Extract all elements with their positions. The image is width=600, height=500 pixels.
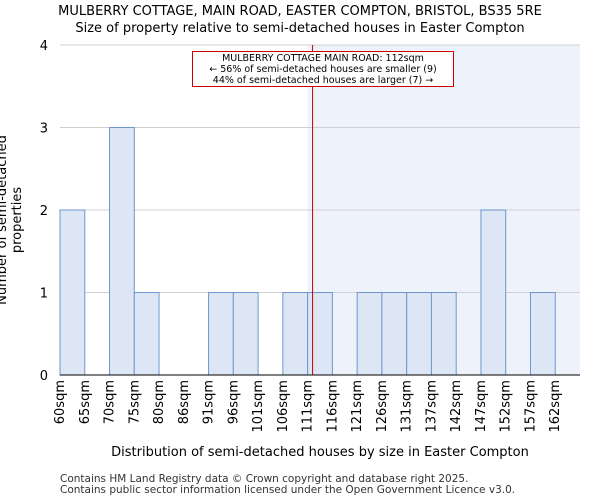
chart-title: MULBERRY COTTAGE, MAIN ROAD, EASTER COMP… [58,4,542,19]
y-tick-label: 2 [40,204,48,219]
x-tick-label: 75sqm [127,380,142,424]
bar-60sqm [59,209,86,376]
bar-121sqm [356,292,383,376]
bar-91sqm [208,292,234,376]
bar-131sqm [406,292,432,376]
footer-line-2: Contains public sector information licen… [60,484,516,496]
y-axis-label: Number of semi-detached properties [0,135,25,305]
bar-75sqm [133,292,160,376]
bar-70sqm [109,127,135,376]
x-tick-label: 137sqm [424,380,439,433]
x-tick-label: 121sqm [350,380,365,433]
bar-96sqm [232,292,259,376]
x-tick-label: 142sqm [449,380,464,433]
bar-106sqm [282,292,309,376]
x-tick-label: 91sqm [202,380,217,424]
annotation-box: MULBERRY COTTAGE MAIN ROAD: 112sqm ← 56%… [192,51,454,87]
bar-157sqm [529,292,556,376]
x-tick-label: 147sqm [474,380,489,433]
bars-group [59,127,556,376]
x-tick-label: 96sqm [226,380,241,424]
annotation-line-3: 44% of semi-detached houses are larger (… [212,75,434,86]
x-axis-ticks: 60sqm 65sqm 70sqm 75sqm 80sqm 86sqm 91sqm 96sqm… [53,380,563,433]
y-tick-label: 1 [40,287,48,302]
annotation-line-1: MULBERRY COTTAGE MAIN ROAD: 112sqm [222,53,424,64]
x-tick-label: 80sqm [152,380,167,424]
x-tick-label: 106sqm [276,380,291,433]
x-axis-label: Distribution of semi-detached houses by … [111,445,529,460]
x-tick-label: 152sqm [499,380,514,433]
x-tick-label: 111sqm [301,380,316,433]
x-tick-label: 162sqm [548,380,563,433]
y-axis-ticks: 0 1 2 3 4 [40,39,48,384]
bar-147sqm [480,209,507,376]
bar-111sqm [307,292,333,376]
footer-line-1: Contains HM Land Registry data © Crown c… [60,473,469,485]
annotation-line-2: ← 56% of semi-detached houses are smalle… [209,64,437,75]
chart-subtitle: Size of property relative to semi-detach… [75,21,525,36]
y-tick-label: 0 [40,369,48,384]
x-tick-label: 157sqm [523,380,538,433]
bar-137sqm [430,292,457,376]
x-tick-label: 65sqm [78,380,93,424]
x-tick-label: 101sqm [251,380,266,433]
x-tick-label: 86sqm [177,380,192,424]
bar-126sqm [381,292,408,376]
x-tick-label: 116sqm [325,380,340,433]
x-tick-label: 60sqm [53,380,68,424]
x-tick-label: 131sqm [400,380,415,433]
x-tick-label: 126sqm [375,380,390,433]
y-tick-label: 3 [40,122,48,137]
x-tick-label: 70sqm [103,380,118,424]
y-tick-label: 4 [40,39,48,54]
